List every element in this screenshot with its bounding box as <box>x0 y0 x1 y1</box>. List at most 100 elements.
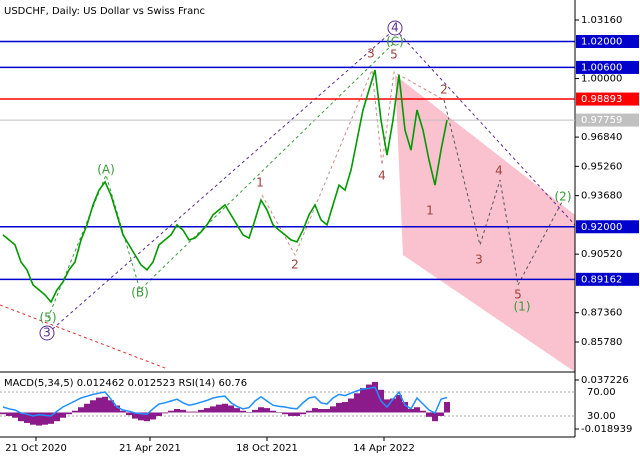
level-label: 0.92000 <box>581 222 622 233</box>
wave-label: 5 <box>390 48 398 62</box>
annotation-circle <box>39 325 55 341</box>
macd-bar <box>132 412 139 419</box>
x-tick-label: 18 Oct 2021 <box>236 443 298 454</box>
macd-bar <box>354 393 361 413</box>
macd-bar <box>438 412 445 416</box>
level-label-box <box>576 34 639 48</box>
macd-bar <box>270 410 277 413</box>
rsi-line <box>2 386 448 417</box>
macd-bar <box>156 412 163 416</box>
macd-bar <box>30 412 37 425</box>
x-tick-label: 21 Oct 2020 <box>5 443 67 454</box>
wave-label: 4 <box>391 21 399 35</box>
y-tick-label: 0.93680 <box>581 191 622 202</box>
wave-line <box>47 41 396 319</box>
x-tick-label: 21 Apr 2021 <box>119 443 181 454</box>
y-tick-label: 0.96840 <box>581 132 622 143</box>
macd-bar <box>396 395 403 413</box>
wave-label: 1 <box>426 204 434 218</box>
level-label: 0.89162 <box>581 274 622 285</box>
level-label-box <box>576 92 639 106</box>
macd-bar <box>300 412 307 415</box>
macd-bar <box>252 409 259 413</box>
y-tick-label: 1.03160 <box>581 15 622 26</box>
macd-bar <box>168 410 175 413</box>
macd-bar <box>42 412 49 425</box>
macd-bar <box>342 402 349 413</box>
macd-bar <box>36 412 43 426</box>
macd-bar <box>216 404 223 413</box>
macd-bar <box>444 402 451 413</box>
wave-label: (5) <box>40 311 57 325</box>
level-label: 1.02000 <box>581 36 622 47</box>
macd-bar <box>150 412 157 420</box>
wave-label: 1 <box>256 176 264 190</box>
level-label-box <box>576 113 639 127</box>
wave-label: 3 <box>475 253 483 267</box>
y-tick-label: 0.85780 <box>581 337 622 348</box>
macd-bar <box>138 412 145 421</box>
macd-bar <box>120 410 127 413</box>
level-label: 0.98893 <box>581 94 622 105</box>
macd-bar <box>96 397 103 413</box>
macd-bar <box>108 400 115 413</box>
macd-bar <box>288 412 295 416</box>
level-label: 1.00600 <box>581 62 622 73</box>
wave-label: 4 <box>495 164 503 178</box>
macd-bar <box>258 407 265 413</box>
macd-bar <box>294 412 301 416</box>
price-line <box>2 69 448 304</box>
macd-bar <box>426 412 433 417</box>
macd-bar <box>240 410 247 413</box>
macd-bar <box>48 412 55 424</box>
macd-bar <box>360 388 367 413</box>
macd-bar <box>420 410 427 413</box>
level-label-box <box>576 220 639 234</box>
wave-label: 3 <box>43 326 51 340</box>
macd-bar <box>234 408 241 413</box>
chart-title: USDCHF, Daily: US Dollar vs Swiss Franc <box>4 6 205 17</box>
macd-bar <box>414 407 421 413</box>
macd-bar <box>6 412 13 416</box>
macd-bar <box>432 412 439 422</box>
macd-bar <box>264 408 271 413</box>
macd-bar <box>336 402 343 413</box>
wave-label: (C) <box>386 35 404 49</box>
macd-bar <box>246 412 253 413</box>
macd-bar <box>222 403 229 413</box>
macd-bar <box>282 412 289 415</box>
macd-bar <box>54 412 61 422</box>
wave-label: 3 <box>367 47 375 61</box>
macd-bar <box>276 412 283 413</box>
macd-bar <box>84 403 91 413</box>
x-tick-label: 14 Apr 2022 <box>353 443 415 454</box>
wave-label: (1) <box>514 300 531 314</box>
macd-bar <box>12 412 19 418</box>
macd-bar <box>192 411 199 413</box>
macd-bar <box>402 402 409 413</box>
y-tick-label: 0.037226 <box>581 375 629 386</box>
wave-label: 5 <box>514 288 522 302</box>
macd-bar <box>330 406 337 413</box>
y2-tick-label: 70.00 <box>587 387 616 398</box>
macd-bar <box>102 396 109 413</box>
y2-tick-label: 30.00 <box>587 411 616 422</box>
projection-channel <box>395 75 575 372</box>
macd-bar <box>228 405 235 413</box>
wave-label: (B) <box>131 286 149 300</box>
wave-label: 2 <box>440 83 448 97</box>
macd-bar <box>90 400 97 413</box>
macd-bar <box>24 412 31 423</box>
macd-bar <box>72 410 79 413</box>
macd-bar <box>144 412 151 422</box>
macd-bar <box>198 409 205 413</box>
wave-line <box>47 28 576 334</box>
macd-bar <box>180 409 187 413</box>
macd-bar <box>204 408 211 413</box>
y-tick-label: 0.95260 <box>581 161 622 172</box>
wave-label: (2) <box>555 190 572 204</box>
level-label-box <box>576 272 639 286</box>
macd-bar <box>60 412 67 418</box>
indicator-title: MACD(5,34,5) 0.012462 0.012523 RSI(14) 6… <box>4 378 247 389</box>
macd-bar <box>66 412 73 415</box>
